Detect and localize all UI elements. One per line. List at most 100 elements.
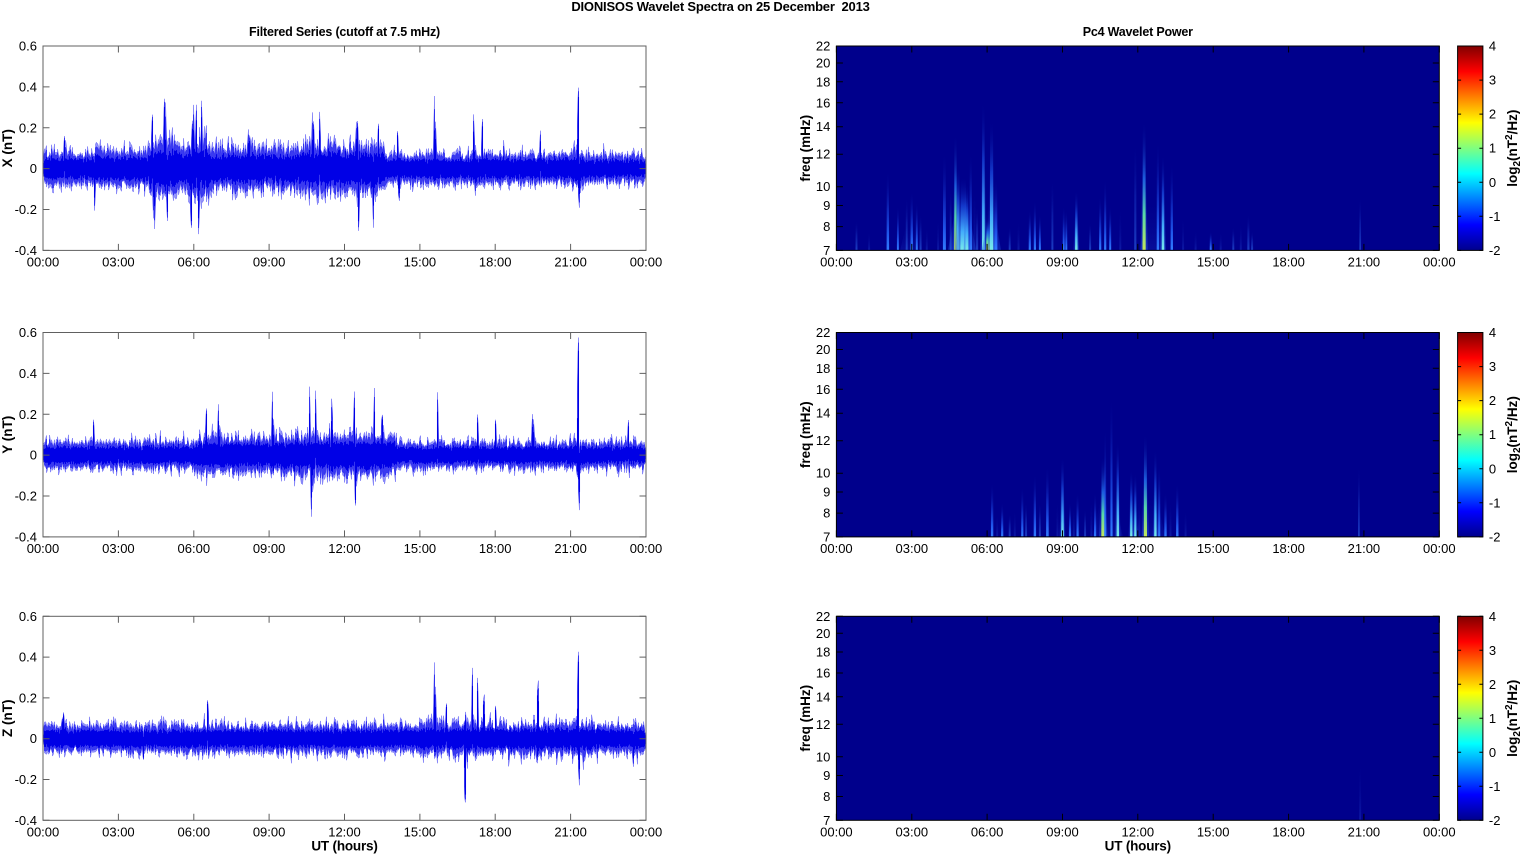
svg-text:10: 10 <box>816 179 830 194</box>
svg-text:8: 8 <box>823 219 830 234</box>
svg-text:00:00: 00:00 <box>1423 825 1456 840</box>
svg-text:20: 20 <box>816 626 830 641</box>
svg-text:-0.2: -0.2 <box>15 772 37 787</box>
svg-text:18:00: 18:00 <box>479 541 512 556</box>
svg-text:06:00: 06:00 <box>971 541 1004 556</box>
svg-text:06:00: 06:00 <box>178 825 211 840</box>
svg-text:14: 14 <box>816 119 830 134</box>
svg-text:21:00: 21:00 <box>554 825 587 840</box>
svg-text:3: 3 <box>1489 359 1496 374</box>
svg-text:00:00: 00:00 <box>1423 541 1456 556</box>
svg-text:7: 7 <box>823 529 830 544</box>
svg-text:22: 22 <box>816 609 830 624</box>
svg-text:12:00: 12:00 <box>1122 541 1155 556</box>
svg-text:-2: -2 <box>1489 529 1501 544</box>
svg-text:14: 14 <box>816 406 830 421</box>
svg-text:10: 10 <box>816 466 830 481</box>
svg-text:UT (hours): UT (hours) <box>1105 839 1171 854</box>
svg-text:log2(nT2/Hz): log2(nT2/Hz) <box>1504 396 1523 473</box>
svg-text:0.6: 0.6 <box>19 39 37 54</box>
svg-text:log2(nT2/Hz): log2(nT2/Hz) <box>1504 680 1523 757</box>
svg-text:00:00: 00:00 <box>1423 255 1456 270</box>
svg-text:18: 18 <box>816 645 830 660</box>
svg-text:18:00: 18:00 <box>479 825 512 840</box>
svg-text:-0.4: -0.4 <box>15 529 37 544</box>
svg-text:00:00: 00:00 <box>27 825 60 840</box>
svg-text:0.4: 0.4 <box>19 79 37 94</box>
svg-text:18: 18 <box>816 74 830 89</box>
svg-text:-2: -2 <box>1489 813 1501 828</box>
svg-text:03:00: 03:00 <box>896 255 929 270</box>
svg-text:log2(nT2/Hz): log2(nT2/Hz) <box>1504 110 1523 187</box>
svg-text:4: 4 <box>1489 39 1496 54</box>
svg-text:12: 12 <box>816 433 830 448</box>
svg-text:12:00: 12:00 <box>328 255 361 270</box>
svg-text:-1: -1 <box>1489 779 1501 794</box>
svg-text:22: 22 <box>816 39 830 54</box>
svg-text:-2: -2 <box>1489 243 1501 258</box>
svg-text:00:00: 00:00 <box>630 255 663 270</box>
svg-text:-0.2: -0.2 <box>15 489 37 504</box>
svg-text:03:00: 03:00 <box>102 255 135 270</box>
svg-text:18:00: 18:00 <box>1272 541 1305 556</box>
svg-text:18:00: 18:00 <box>479 255 512 270</box>
svg-text:Filtered Series (cutoff at 7.5: Filtered Series (cutoff at 7.5 mHz) <box>249 25 440 39</box>
svg-text:18: 18 <box>816 361 830 376</box>
svg-text:16: 16 <box>816 95 830 110</box>
svg-text:-1: -1 <box>1489 209 1501 224</box>
svg-text:06:00: 06:00 <box>971 825 1004 840</box>
svg-text:7: 7 <box>823 243 830 258</box>
svg-text:15:00: 15:00 <box>1197 255 1230 270</box>
svg-text:0: 0 <box>1489 745 1496 760</box>
svg-text:00:00: 00:00 <box>820 541 853 556</box>
svg-text:DIONISOS Wavelet Spectra on 25: DIONISOS Wavelet Spectra on 25 December … <box>571 0 869 14</box>
svg-text:-1: -1 <box>1489 495 1501 510</box>
svg-text:12:00: 12:00 <box>1122 825 1155 840</box>
svg-text:Pc4 Wavelet Power: Pc4 Wavelet Power <box>1083 25 1193 39</box>
svg-text:1: 1 <box>1489 141 1496 156</box>
svg-text:Z (nT): Z (nT) <box>0 700 15 737</box>
svg-text:06:00: 06:00 <box>178 255 211 270</box>
svg-text:0: 0 <box>30 448 37 463</box>
svg-text:21:00: 21:00 <box>1348 825 1381 840</box>
svg-text:09:00: 09:00 <box>253 541 286 556</box>
svg-text:freq (mHz): freq (mHz) <box>798 115 813 182</box>
svg-text:14: 14 <box>816 689 830 704</box>
svg-text:15:00: 15:00 <box>404 825 437 840</box>
svg-text:8: 8 <box>823 506 830 521</box>
svg-text:2: 2 <box>1489 107 1496 122</box>
svg-text:21:00: 21:00 <box>1348 541 1381 556</box>
svg-text:Y (nT): Y (nT) <box>0 416 15 454</box>
svg-text:09:00: 09:00 <box>1046 825 1079 840</box>
svg-text:12:00: 12:00 <box>328 825 361 840</box>
svg-text:20: 20 <box>816 342 830 357</box>
svg-text:12: 12 <box>816 717 830 732</box>
svg-text:21:00: 21:00 <box>554 541 587 556</box>
svg-text:18:00: 18:00 <box>1272 255 1305 270</box>
svg-text:4: 4 <box>1489 325 1496 340</box>
svg-text:00:00: 00:00 <box>27 255 60 270</box>
svg-text:12:00: 12:00 <box>328 541 361 556</box>
svg-text:15:00: 15:00 <box>1197 541 1230 556</box>
svg-text:3: 3 <box>1489 643 1496 658</box>
svg-text:16: 16 <box>816 666 830 681</box>
svg-text:freq (mHz): freq (mHz) <box>798 685 813 752</box>
svg-text:03:00: 03:00 <box>896 541 929 556</box>
svg-text:09:00: 09:00 <box>253 255 286 270</box>
svg-text:06:00: 06:00 <box>971 255 1004 270</box>
svg-text:UT (hours): UT (hours) <box>311 839 377 854</box>
svg-text:0.2: 0.2 <box>19 120 37 135</box>
svg-text:00:00: 00:00 <box>820 255 853 270</box>
svg-text:0.2: 0.2 <box>19 407 37 422</box>
svg-text:0.6: 0.6 <box>19 325 37 340</box>
svg-text:9: 9 <box>823 485 830 500</box>
svg-text:22: 22 <box>816 325 830 340</box>
svg-text:-0.4: -0.4 <box>15 813 37 828</box>
svg-text:0: 0 <box>30 161 37 176</box>
svg-text:15:00: 15:00 <box>404 541 437 556</box>
svg-text:09:00: 09:00 <box>1046 541 1079 556</box>
svg-text:00:00: 00:00 <box>820 825 853 840</box>
svg-text:21:00: 21:00 <box>554 255 587 270</box>
svg-text:9: 9 <box>823 198 830 213</box>
svg-text:2: 2 <box>1489 677 1496 692</box>
